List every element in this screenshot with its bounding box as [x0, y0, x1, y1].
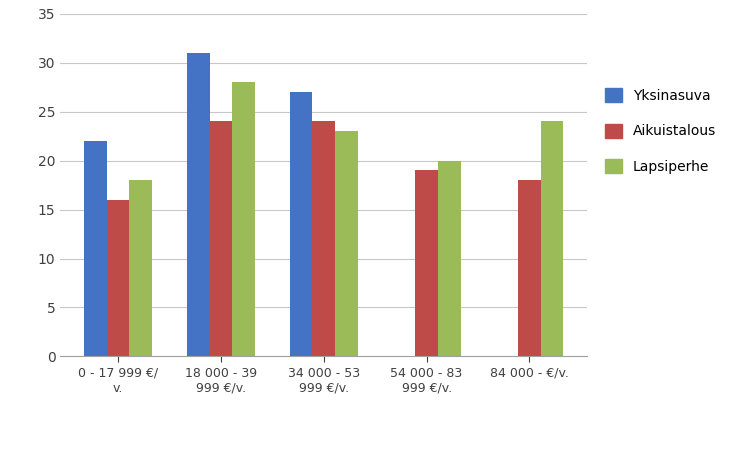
Bar	[232, 82, 255, 356]
Bar	[187, 53, 209, 356]
Bar	[416, 170, 438, 356]
Bar	[335, 131, 358, 356]
Bar	[290, 92, 312, 356]
Bar	[107, 200, 130, 356]
Legend: Yksinasuva, Aikuistalous, Lapsiperhe: Yksinasuva, Aikuistalous, Lapsiperhe	[599, 82, 721, 180]
Bar	[518, 180, 541, 356]
Bar	[130, 180, 152, 356]
Bar	[84, 141, 107, 356]
Bar	[438, 160, 461, 356]
Bar	[312, 122, 335, 356]
Bar	[541, 122, 563, 356]
Bar	[209, 122, 232, 356]
